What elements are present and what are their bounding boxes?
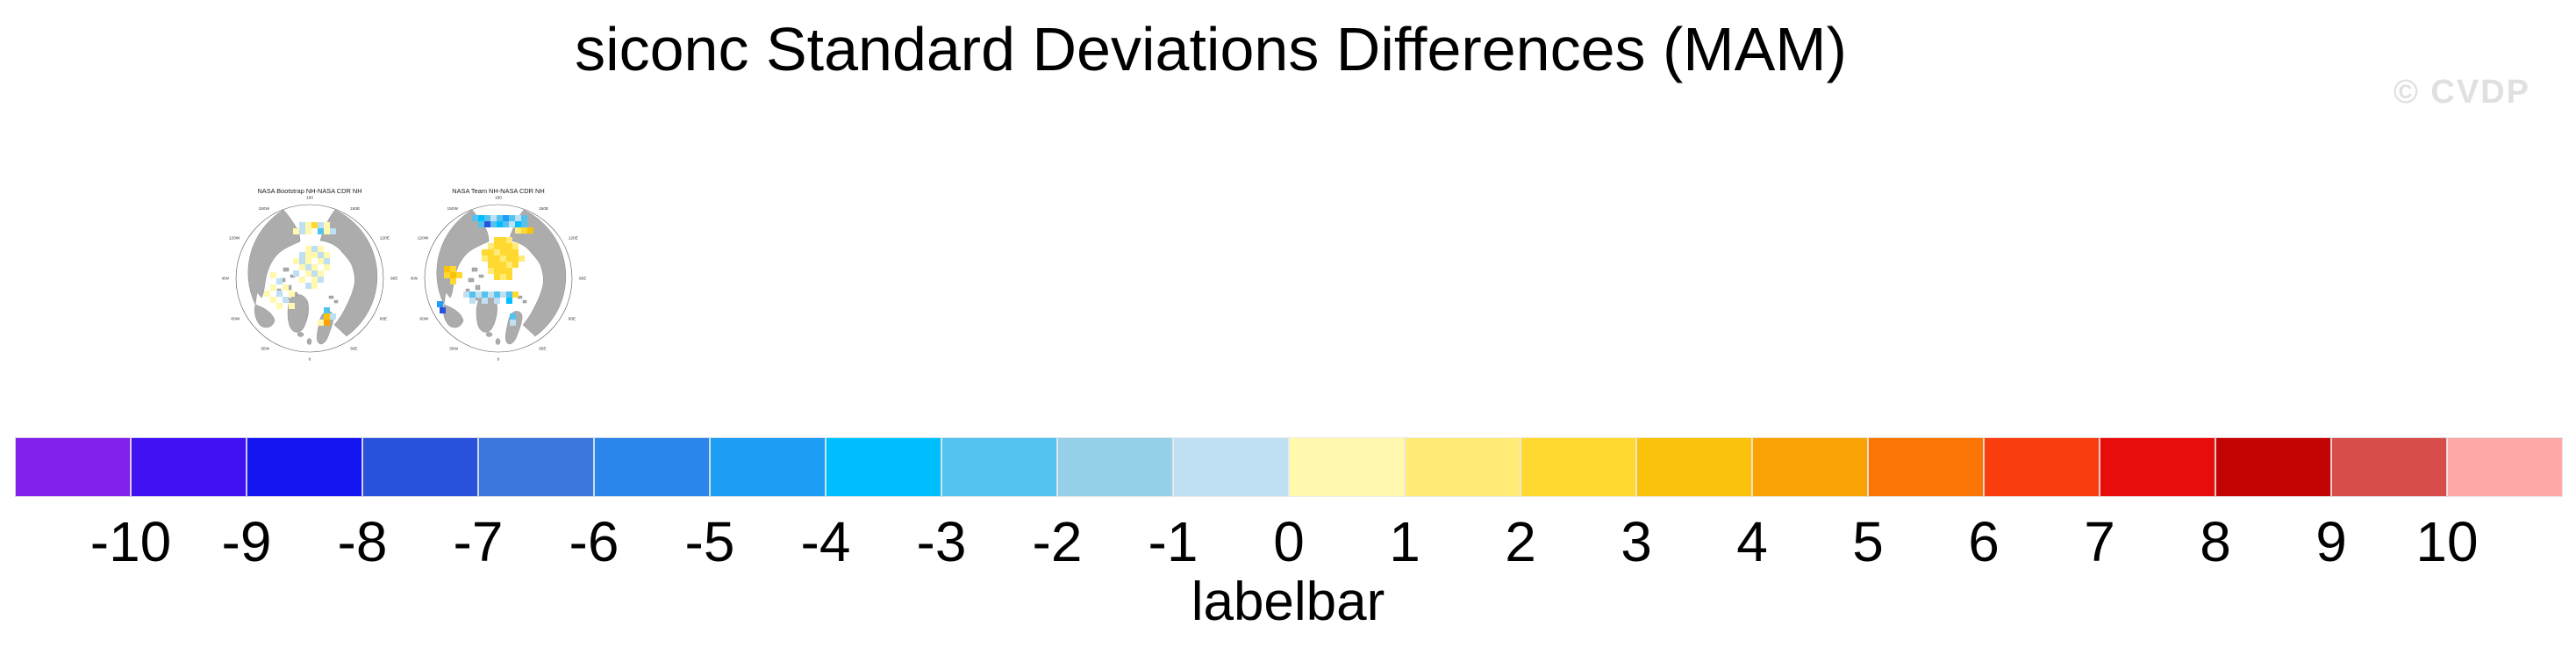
cvdp-watermark: © CVDP <box>2393 74 2530 111</box>
polar-map-team: 180 150E 120E 90E 60E 30E 0 30W 60W 90W 120W 150W <box>411 196 586 363</box>
labelbar-tick: -10 <box>89 510 172 573</box>
map-lon-labels: 180 150E 120E 90E 60E 30E 0 30W 60W 90W 120W 150W <box>411 196 586 363</box>
lon-label: 150W <box>258 206 269 212</box>
labelbar-box <box>1289 437 1405 497</box>
polar-map-bootstrap: 180 150E 120E 90E 60E 30E 0 30W 60W 90W 120W 150W <box>222 196 397 363</box>
map-circle-outline <box>424 204 573 353</box>
labelbar-tick: 10 <box>2415 510 2479 573</box>
labelbar-box <box>1868 437 1984 497</box>
labelbar-box <box>1405 437 1521 497</box>
map-title: NASA Bootstrap NH-NASA CDR NH <box>257 187 362 195</box>
labelbar-tick: 1 <box>1389 510 1420 573</box>
labelbar-box <box>1057 437 1173 497</box>
labelbar-tick: 5 <box>1852 510 1884 573</box>
lon-label: 120W <box>229 236 240 241</box>
map-diff-cells <box>264 222 336 326</box>
lon-label: 90E <box>390 277 397 282</box>
labelbar-box <box>2100 437 2215 497</box>
labelbar-caption: labelbar <box>1191 572 1385 632</box>
labelbar-tick: -9 <box>221 510 272 573</box>
labelbar-box <box>1636 437 1752 497</box>
labelbar-box <box>1752 437 1868 497</box>
lon-label: 90W <box>411 277 418 282</box>
lon-label: 180 <box>306 196 313 201</box>
lon-label: 30E <box>539 346 547 351</box>
labelbar-box <box>15 437 131 497</box>
map-lon-labels: 180 150E 120E 90E 60E 30E 0 30W 60W 90W 120W 150W <box>222 196 397 363</box>
lon-label: 90E <box>579 277 586 282</box>
labelbar-tick: -8 <box>337 510 388 573</box>
lon-label: 60E <box>569 317 576 322</box>
labelbar-box <box>2331 437 2447 497</box>
labelbar-tick: -3 <box>916 510 967 573</box>
lon-label: 60W <box>419 317 428 322</box>
labelbar-tick: -1 <box>1148 510 1199 573</box>
lon-label: 120E <box>380 236 390 241</box>
lon-label: 90W <box>222 277 229 282</box>
labelbar-box <box>826 437 941 497</box>
labelbar-box <box>594 437 710 497</box>
labelbar-box <box>131 437 247 497</box>
map-land <box>436 209 567 345</box>
lon-label: 120W <box>418 236 429 241</box>
labelbar-box <box>1173 437 1289 497</box>
labelbar-tick: 3 <box>1621 510 1652 573</box>
labelbar-tick: 4 <box>1736 510 1768 573</box>
labelbar-tick: 7 <box>2084 510 2115 573</box>
lon-label: 180 <box>495 196 502 201</box>
lon-label: 150E <box>350 206 360 212</box>
lon-label: 30W <box>449 346 458 351</box>
labelbar-box <box>478 437 594 497</box>
lon-label: 60E <box>380 317 388 322</box>
lon-label: 60W <box>231 317 240 322</box>
lon-label: 120E <box>569 236 578 241</box>
map-title: NASA Team NH-NASA CDR NH <box>452 187 545 195</box>
labelbar-box <box>941 437 1057 497</box>
labelbar-box <box>2447 437 2563 497</box>
labelbar-tick: 0 <box>1273 510 1305 573</box>
map-panel-bootstrap-minus-cdr: NASA Bootstrap NH-NASA CDR NH 180 150E 120… <box>222 180 397 366</box>
lon-label: 30W <box>261 346 269 351</box>
labelbar-tick: -6 <box>569 510 619 573</box>
lon-label: 0 <box>309 357 311 363</box>
labelbar-tick: -4 <box>800 510 851 573</box>
labelbar-box <box>1984 437 2100 497</box>
labelbar-tick: -5 <box>684 510 735 573</box>
labelbar-tick: 6 <box>1968 510 2000 573</box>
lon-label: 0 <box>497 357 500 363</box>
labelbar-tick: -7 <box>453 510 504 573</box>
labelbar-box <box>1521 437 1636 497</box>
map-diff-cells <box>437 215 533 326</box>
lon-label: 150E <box>539 206 548 212</box>
labelbar-tick: -2 <box>1032 510 1083 573</box>
page-title: siconc Standard Deviations Differences (… <box>575 15 1847 83</box>
labelbar-box <box>362 437 478 497</box>
labelbar-tick: 9 <box>2315 510 2347 573</box>
lon-label: 30E <box>350 346 358 351</box>
map-panel-team-minus-cdr: NASA Team NH-NASA CDR NH 180 150E 120E 90E 6… <box>411 180 586 366</box>
labelbar-box <box>710 437 826 497</box>
map-circle-outline <box>235 204 384 353</box>
labelbar-tick: 8 <box>2200 510 2231 573</box>
labelbar-box <box>2215 437 2331 497</box>
labelbar-tick: 2 <box>1505 510 1536 573</box>
lon-label: 150W <box>447 206 458 212</box>
labelbar-box <box>247 437 362 497</box>
